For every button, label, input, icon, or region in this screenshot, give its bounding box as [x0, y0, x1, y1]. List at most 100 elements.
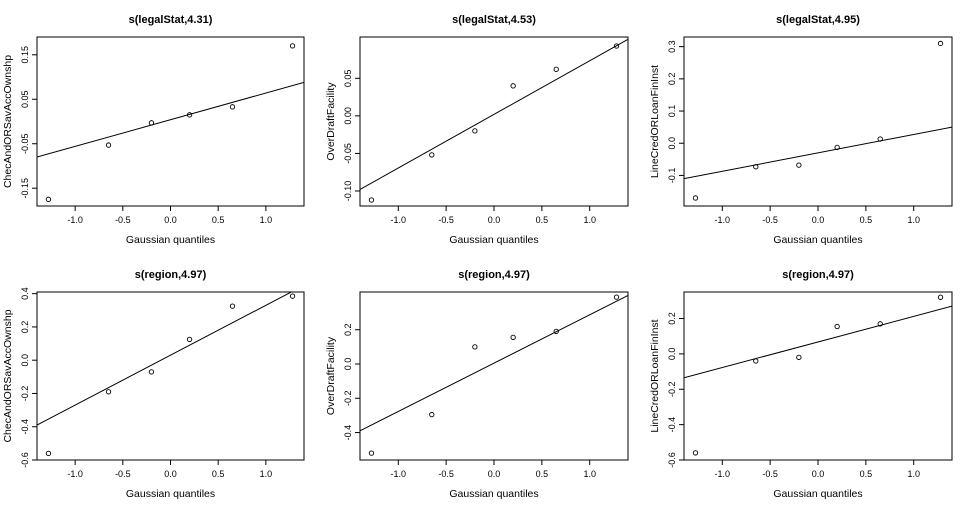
plot-area	[684, 40, 952, 201]
y-tick-label: 0.2	[343, 323, 353, 336]
y-tick-label: -0.05	[343, 143, 353, 164]
x-tick-label: 0.0	[164, 215, 177, 225]
data-point	[510, 83, 516, 89]
x-tick-label: -0.5	[438, 215, 454, 225]
fit-line	[360, 294, 628, 432]
x-tick-label: 0.0	[488, 215, 501, 225]
y-tick-label: 0.4	[20, 287, 30, 300]
panel-title: s(region,4.97)	[135, 269, 207, 281]
y-tick-label: -0.1	[667, 168, 677, 184]
y-tick-label: 0.3	[667, 40, 677, 53]
data-point	[229, 104, 236, 110]
x-tick-label: 0.0	[812, 469, 825, 479]
x-tick-label: -1.0	[715, 469, 731, 479]
data-point	[472, 128, 478, 134]
data-point	[472, 344, 478, 350]
x-tick-label: 0.5	[212, 469, 225, 479]
fit-line	[684, 305, 952, 379]
data-point	[105, 389, 112, 395]
y-axis-label: OverDraftFacility	[325, 82, 337, 161]
x-tick-label: 1.0	[260, 215, 273, 225]
x-tick-label: -1.0	[391, 215, 407, 225]
x-tick-label: 0.0	[164, 469, 177, 479]
y-tick-label: 0.05	[20, 90, 30, 108]
x-axis-label: Gaussian quantiles	[449, 488, 538, 500]
y-tick-label: -0.05	[20, 133, 30, 154]
x-tick-label: -1.0	[67, 215, 83, 225]
y-tick-label: -0.2	[667, 382, 677, 398]
y-tick-label: 0.2	[667, 312, 677, 325]
x-tick-label: 0.0	[488, 469, 501, 479]
plot-area	[360, 294, 628, 456]
x-tick-label: 1.0	[907, 215, 920, 225]
x-tick-label: 0.5	[536, 469, 549, 479]
y-tick-label: -0.6	[667, 452, 677, 468]
y-tick-label: -0.4	[343, 425, 353, 441]
data-point	[148, 369, 155, 375]
data-point	[289, 293, 296, 299]
plot-area	[37, 292, 296, 456]
x-tick-label: 1.0	[260, 469, 273, 479]
panel-title: s(legalStat,4.31)	[129, 14, 213, 26]
y-tick-label: 0.0	[667, 348, 677, 361]
x-axis-label: Gaussian quantiles	[449, 234, 538, 246]
data-point	[45, 196, 52, 202]
data-point	[937, 40, 944, 47]
fit-line	[37, 81, 304, 158]
x-tick-label: -1.0	[67, 469, 83, 479]
x-tick-label: -0.5	[438, 469, 454, 479]
data-point	[753, 358, 759, 364]
y-axis-label: OverDraftFacility	[325, 336, 337, 415]
data-point	[229, 303, 236, 309]
x-tick-label: 0.5	[860, 469, 873, 479]
x-axis-label: Gaussian quantiles	[773, 234, 862, 246]
x-axis-label: Gaussian quantiles	[126, 234, 215, 246]
x-axis-label: Gaussian quantiles	[126, 488, 215, 500]
data-point	[877, 136, 883, 142]
fit-line	[37, 292, 293, 426]
data-point	[553, 66, 559, 72]
y-tick-label: -0.4	[667, 417, 677, 433]
y-tick-label: -0.10	[343, 181, 353, 202]
data-point	[45, 450, 52, 456]
x-tick-label: -1.0	[391, 469, 407, 479]
fit-line	[684, 126, 952, 180]
data-point	[368, 197, 375, 203]
y-tick-label: 0.00	[343, 107, 353, 125]
y-tick-label: 0.1	[667, 105, 677, 118]
fit-line	[360, 38, 628, 190]
y-tick-label: -0.2	[343, 391, 353, 407]
data-point	[796, 162, 802, 168]
y-tick-label: -0.2	[20, 386, 30, 402]
plot-frame	[36, 36, 305, 207]
data-point	[834, 323, 840, 330]
data-point	[613, 43, 620, 49]
x-tick-label: 0.5	[536, 215, 549, 225]
y-axis-label: ChecAndORSavAccOwnshp	[2, 309, 14, 442]
y-axis-label: ChecAndORSavAccOwnshp	[2, 55, 14, 188]
y-tick-label: -0.6	[20, 452, 30, 468]
panel-4: s(region,4.97) -1.0 -0.5 0.0 0.5 1.0 -0.6 -0.4 -…	[2, 269, 305, 500]
data-point	[613, 294, 620, 300]
y-tick-label: 0.2	[667, 73, 677, 86]
data-point	[368, 450, 375, 456]
y-tick-label: 0.2	[20, 321, 30, 334]
panel-5: s(region,4.97) -1.0 -0.5 0.0 0.5 1.0 -0.4 -0.2 0…	[325, 269, 629, 500]
panel-3: s(legalStat,4.95) -1.0 -0.5 0.0 0.5 1.0 -0.1 0.…	[649, 14, 953, 246]
data-point	[796, 354, 802, 361]
data-point	[753, 164, 759, 170]
panel-title: s(legalStat,4.95)	[776, 14, 860, 26]
x-tick-label: 1.0	[907, 469, 920, 479]
x-tick-label: 0.0	[812, 215, 825, 225]
panel-title: s(region,4.97)	[458, 269, 530, 281]
panel-title: s(region,4.97)	[782, 269, 854, 281]
y-tick-label: -0.15	[20, 178, 30, 199]
x-tick-label: -1.0	[715, 215, 731, 225]
y-tick-label: 0.15	[20, 46, 30, 64]
plot-frame	[683, 36, 953, 207]
x-tick-label: -0.5	[762, 215, 778, 225]
data-point	[148, 120, 155, 126]
data-point	[834, 144, 840, 151]
y-tick-label: -0.4	[20, 419, 30, 435]
